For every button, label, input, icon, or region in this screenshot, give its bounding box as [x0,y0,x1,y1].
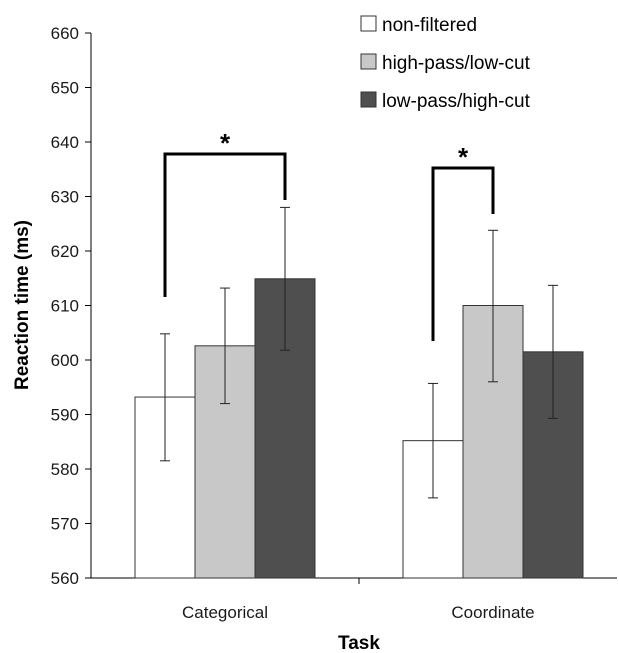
y-tick-label: 590 [51,406,79,425]
significance-marker: * [458,142,469,172]
x-tick-label: Categorical [182,603,268,622]
x-tick-label: Coordinate [451,603,534,622]
x-axis-ticks: Categorical Coordinate [182,578,535,622]
y-tick-label: 630 [51,188,79,207]
y-axis-ticks: 560 570 580 590 600 610 620 630 640 650 660 [51,24,91,588]
legend-label: low-pass/high-cut [382,91,531,112]
significance-bracket [163,152,287,297]
legend-label: high-pass/low-cut [382,53,531,74]
y-tick-label: 580 [51,460,79,479]
y-tick-label: 570 [51,515,79,534]
y-tick-label: 620 [51,242,79,261]
significance-brackets: * * [163,128,495,341]
legend-swatch [360,15,377,32]
x-axis-title: Task [338,633,380,653]
legend: non-filtered high-pass/low-cut low-pass/hi… [360,15,531,112]
y-axis-title: Reaction time (ms) [12,220,33,390]
y-tick-label: 610 [51,297,79,316]
y-tick-label: 560 [51,569,79,588]
error-bars [160,206,558,499]
significance-bracket [431,166,495,341]
legend-swatch [360,91,377,108]
y-tick-label: 660 [51,24,79,43]
y-tick-label: 650 [51,79,79,98]
significance-marker: * [220,128,231,158]
legend-swatch [360,53,377,70]
y-tick-label: 600 [51,351,79,370]
bar-series [134,278,584,579]
y-tick-label: 640 [51,133,79,152]
legend-label: non-filtered [382,15,477,36]
